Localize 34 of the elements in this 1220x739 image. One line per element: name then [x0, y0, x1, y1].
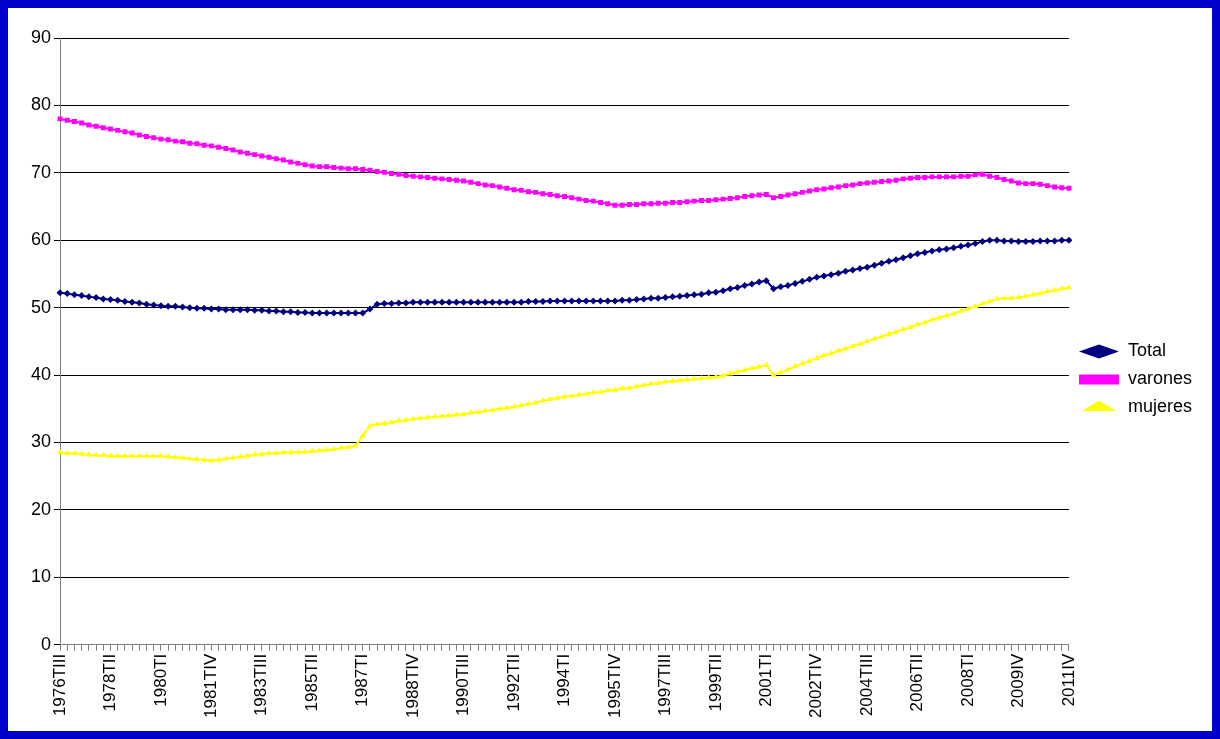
- x-tick-label: 1987TI: [352, 653, 372, 707]
- x-tick-label: 1978TII: [100, 653, 120, 712]
- x-tick-label: 2002TIV: [806, 653, 826, 718]
- y-tick-label: 20: [30, 498, 52, 519]
- legend-label: mujeres: [1127, 396, 1192, 417]
- x-tick-label: 2008TI: [957, 653, 977, 707]
- x-tick-label: 2001TI: [755, 653, 775, 707]
- x-tick-label: 1995TIV: [604, 653, 624, 718]
- legend-label: Total: [1127, 340, 1166, 361]
- y-tick-label: 40: [30, 364, 52, 385]
- x-tick-label: 1990TIII: [453, 653, 473, 717]
- x-tick-label: 1983TIII: [251, 653, 271, 717]
- y-tick-label: 30: [30, 431, 52, 452]
- x-tick-label: 2011IV: [1058, 653, 1078, 707]
- x-tick-label: 2009IV: [1008, 653, 1028, 708]
- x-tick-label: 1981TIV: [201, 653, 221, 718]
- x-tick-label: 1980TI: [150, 653, 170, 707]
- x-tick-label: 1992TII: [503, 653, 523, 712]
- y-tick-label: 70: [30, 161, 52, 182]
- y-tick-label: 80: [30, 94, 52, 115]
- y-tick-label: 50: [30, 296, 52, 317]
- x-tick-label: 1988TIV: [402, 653, 422, 718]
- x-tick-label: 1999TII: [705, 653, 725, 712]
- x-tick-label: 1994TI: [554, 653, 574, 707]
- x-tick-label: 2004TIII: [856, 653, 876, 717]
- y-tick-label: 0: [41, 633, 52, 654]
- y-tick-label: 60: [30, 229, 52, 250]
- x-tick-label: 1976TIII: [49, 653, 69, 717]
- x-tick-label: 1997TIII: [655, 653, 675, 717]
- y-tick-label: 10: [30, 566, 52, 587]
- y-tick-label: 90: [30, 26, 52, 47]
- legend-label: varones: [1127, 368, 1193, 389]
- x-tick-label: 2006TII: [907, 653, 927, 712]
- x-tick-label: 1985TII: [301, 653, 321, 712]
